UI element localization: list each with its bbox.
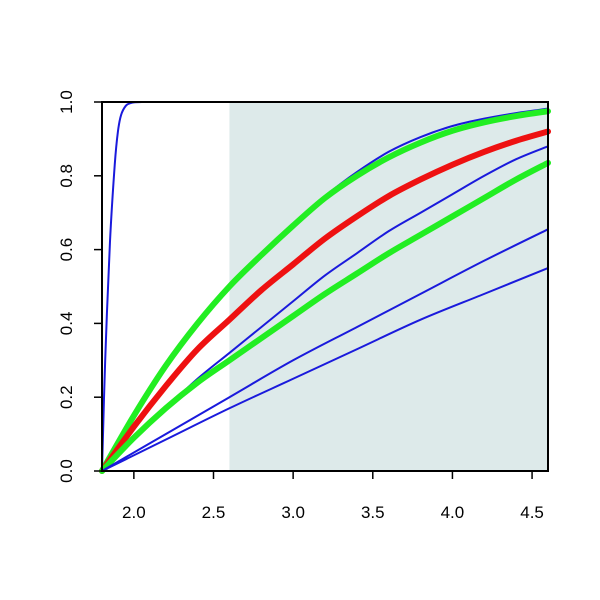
x-tick-label: 4.5 (520, 503, 544, 522)
y-axis: 0.0 0.2 0.4 0.6 0.8 1.0 (57, 90, 102, 483)
y-tick-label: 0.6 (57, 238, 76, 262)
x-tick-label: 3.5 (361, 503, 385, 522)
y-tick-label: 0.0 (57, 459, 76, 483)
y-tick-label: 0.8 (57, 164, 76, 188)
y-tick-label: 0.2 (57, 385, 76, 409)
y-tick-label: 0.4 (57, 312, 76, 336)
series-line-8-blue (101, 267, 549, 472)
x-tick-label: 2.0 (122, 503, 146, 522)
x-tick-label: 2.5 (202, 503, 226, 522)
series-line-7-blue (101, 228, 549, 472)
y-tick-label: 1.0 (57, 90, 76, 114)
shaded-region (229, 102, 548, 471)
x-axis: 2.0 2.5 3.0 3.5 4.0 4.5 (122, 471, 544, 522)
x-tick-label: 3.0 (281, 503, 305, 522)
series-line-3-green (99, 108, 551, 474)
series-line-6-green (99, 159, 551, 474)
plot-frame (101, 101, 549, 472)
series-layer (99, 100, 551, 474)
series-line-4-red (99, 128, 551, 474)
x-tick-label: 4.0 (441, 503, 465, 522)
